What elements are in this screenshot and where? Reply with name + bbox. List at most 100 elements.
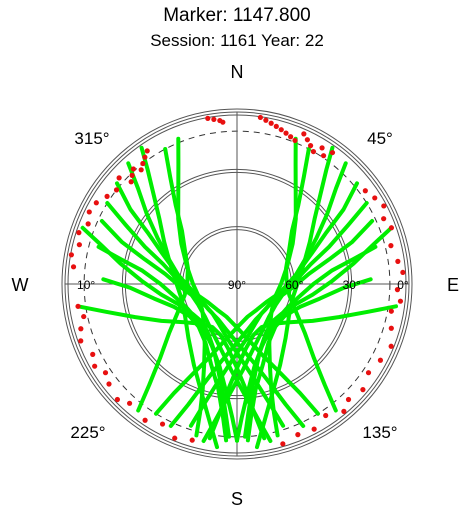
low-elevation-point-67 — [388, 225, 395, 231]
elevation-label-90: 90° — [228, 278, 246, 292]
low-elevation-point-20 — [142, 154, 148, 160]
low-elevation-point-55 — [345, 396, 352, 403]
low-elevation-point-38 — [78, 326, 84, 332]
satellite-track-6 — [126, 161, 273, 443]
low-elevation-point-64 — [400, 269, 406, 276]
low-elevation-point-14 — [307, 143, 314, 149]
low-elevation-point-70 — [372, 195, 378, 201]
low-elevation-point-43 — [106, 381, 112, 387]
low-elevation-point-41 — [92, 363, 98, 369]
low-elevation-point-53 — [323, 412, 329, 419]
low-elevation-point-4 — [257, 114, 264, 121]
low-elevation-point-47 — [159, 421, 166, 427]
low-elevation-point-26 — [116, 175, 122, 181]
satellite-track-0 — [105, 201, 320, 416]
low-elevation-point-62 — [397, 298, 404, 304]
low-elevation-point-25 — [128, 179, 134, 185]
low-elevation-point-36 — [75, 303, 81, 309]
low-elevation-point-30 — [86, 209, 92, 215]
low-elevation-point-27 — [113, 187, 120, 193]
low-elevation-points — [68, 114, 406, 447]
low-elevation-point-63 — [394, 287, 401, 293]
low-elevation-point-66 — [388, 243, 394, 249]
low-elevation-point-69 — [381, 203, 387, 209]
low-elevation-point-8 — [278, 127, 284, 133]
low-elevation-point-42 — [102, 370, 109, 376]
low-elevation-point-23 — [130, 166, 137, 172]
satellite-track-7 — [201, 161, 348, 443]
satellite-track-13 — [245, 277, 373, 443]
chart-title: Marker: 1147.800 — [163, 5, 311, 26]
low-elevation-point-32 — [76, 230, 82, 236]
low-elevation-point-28 — [104, 193, 110, 199]
elevation-label-0: 0° — [397, 278, 409, 292]
low-elevation-point-22 — [138, 167, 144, 173]
low-elevation-point-18 — [329, 149, 336, 156]
low-elevation-point-1 — [211, 116, 217, 122]
low-elevation-point-39 — [78, 338, 84, 344]
low-elevation-point-16 — [319, 145, 325, 151]
low-elevation-point-40 — [90, 351, 96, 357]
satellite-track-18 — [176, 136, 207, 438]
horizon-outer-ring — [61, 108, 413, 460]
satellite-track-15 — [207, 304, 398, 441]
satellite-track-20 — [80, 225, 231, 439]
low-elevation-point-35 — [70, 264, 77, 270]
elevation-label-30: 30° — [343, 278, 361, 292]
elevation-label-60: 60° — [285, 278, 303, 292]
low-elevation-point-12 — [301, 131, 307, 137]
low-elevation-point-50 — [280, 441, 286, 447]
satellite-track-10 — [139, 145, 219, 450]
satellite-track-12 — [101, 277, 229, 443]
low-elevation-point-45 — [126, 400, 133, 406]
satellite-track-14 — [76, 304, 267, 441]
satellite-track-11 — [255, 145, 335, 450]
low-elevation-point-10 — [287, 134, 294, 140]
low-elevation-point-56 — [360, 387, 366, 393]
low-elevation-point-9 — [283, 130, 289, 136]
azimuth-label-225: 225° — [70, 423, 105, 442]
west-label: W — [12, 275, 29, 295]
low-elevation-point-71 — [362, 188, 368, 194]
low-elevation-point-44 — [114, 396, 120, 403]
low-elevation-point-13 — [304, 137, 310, 143]
low-elevation-point-46 — [142, 417, 148, 423]
chart-subtitle: Session: 1161 Year: 22 — [150, 31, 324, 50]
low-elevation-point-5 — [263, 117, 269, 123]
low-elevation-point-24 — [129, 172, 135, 178]
low-elevation-point-21 — [140, 160, 146, 167]
north-label: N — [231, 62, 244, 82]
low-elevation-point-33 — [76, 242, 82, 248]
satellite-tracks — [76, 136, 398, 450]
azimuth-label-135: 135° — [362, 423, 397, 442]
low-elevation-point-11 — [292, 137, 298, 144]
low-elevation-point-48 — [172, 435, 178, 441]
low-elevation-point-6 — [268, 120, 274, 126]
east-label: E — [447, 275, 459, 295]
satellite-track-19 — [267, 136, 298, 438]
low-elevation-point-52 — [311, 426, 317, 432]
low-elevation-point-68 — [381, 216, 387, 222]
low-elevation-point-29 — [93, 200, 99, 206]
low-elevation-point-61 — [388, 308, 394, 314]
low-elevation-point-54 — [341, 408, 347, 414]
low-elevation-point-60 — [388, 325, 394, 331]
low-elevation-point-49 — [189, 437, 195, 443]
low-elevation-point-37 — [81, 313, 87, 320]
low-elevation-point-7 — [273, 123, 279, 129]
low-elevation-point-15 — [310, 148, 317, 155]
satellite-track-21 — [243, 225, 394, 439]
elevation-label-10: 10° — [77, 278, 95, 292]
low-elevation-point-34 — [68, 252, 74, 258]
satellite-track-16 — [136, 147, 190, 413]
satellite-track-1 — [154, 201, 369, 416]
azimuth-label-315: 315° — [74, 129, 109, 148]
polar-labels: 45° 135° 225° 315° 90° 60° 30° 10° 0° — [70, 129, 409, 442]
low-elevation-point-0 — [205, 115, 211, 121]
low-elevation-point-57 — [365, 370, 372, 376]
low-elevation-point-65 — [395, 258, 401, 264]
low-elevation-point-58 — [377, 357, 384, 363]
low-elevation-point-3 — [220, 119, 226, 125]
low-elevation-point-19 — [144, 148, 150, 154]
